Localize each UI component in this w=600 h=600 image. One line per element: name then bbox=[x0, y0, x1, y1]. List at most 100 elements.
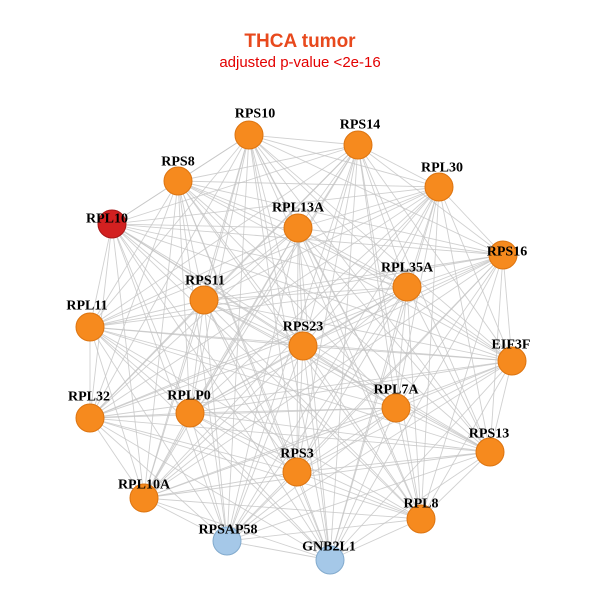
node-label-RPS16: RPS16 bbox=[487, 245, 527, 260]
edge-EIF3F-RPSAP58 bbox=[226, 360, 513, 542]
edge-RPL7A-GNB2L1 bbox=[329, 407, 397, 561]
edge-RPL30-RPS16 bbox=[438, 186, 504, 256]
edge-EIF3F-RPS13 bbox=[489, 360, 513, 453]
edge-RPS10-RPLP0 bbox=[189, 134, 250, 414]
edge-RPS11-RPLP0 bbox=[189, 299, 205, 414]
edge-RPL30-RPL7A bbox=[395, 186, 440, 409]
edge-RPL30-RPL8 bbox=[420, 186, 440, 520]
node-label-RPL10: RPL10 bbox=[86, 212, 128, 227]
edge-RPS10-RPS13 bbox=[248, 134, 491, 453]
edge-RPS16-RPS13 bbox=[489, 254, 504, 453]
node-RPS14 bbox=[343, 130, 373, 160]
node-EIF3F bbox=[497, 346, 527, 376]
node-RPS10 bbox=[234, 120, 264, 150]
edge-RPS14-RPL35A bbox=[357, 144, 408, 288]
node-label-RPS14: RPS14 bbox=[340, 118, 380, 133]
edge-RPS14-RPS16 bbox=[357, 144, 504, 256]
edge-RPS10-RPL35A bbox=[248, 134, 408, 288]
edge-RPL11-RPS13 bbox=[89, 326, 491, 453]
edge-RPL7A-RPS13 bbox=[395, 407, 491, 453]
edge-RPL35A-RPL11 bbox=[89, 286, 408, 328]
edge-RPL30-RPLP0 bbox=[189, 186, 440, 414]
node-RPL30 bbox=[424, 172, 454, 202]
edge-RPL35A-RPL32 bbox=[89, 286, 408, 419]
edge-RPL13A-GNB2L1 bbox=[297, 227, 331, 561]
node-RPL13A bbox=[283, 213, 313, 243]
label-layer: RPS10 RPS14 RPS8 RPL30 RPL13A RPL10 RPS16 RPS11… bbox=[66, 107, 530, 555]
edge-RPSAP58-GNB2L1 bbox=[226, 540, 331, 561]
edge-RPL13A-RPL7A bbox=[297, 227, 397, 409]
edge-RPS8-EIF3F bbox=[177, 180, 513, 362]
edge-RPS16-RPL11 bbox=[89, 254, 504, 328]
edge-RPL13A-RPS11 bbox=[203, 227, 299, 301]
edge-RPS13-RPSAP58 bbox=[226, 451, 491, 542]
edge-RPLP0-RPS13 bbox=[189, 412, 491, 453]
edge-RPL7A-RPL10A bbox=[143, 407, 397, 499]
edge-RPS11-RPL35A bbox=[203, 286, 408, 301]
node-GNB2L1 bbox=[315, 545, 345, 575]
edge-RPL13A-RPS13 bbox=[297, 227, 491, 453]
edge-RPL30-RPS13 bbox=[438, 186, 491, 453]
edge-RPS14-RPL13A bbox=[297, 144, 359, 229]
edge-RPL11-RPL10A bbox=[89, 326, 145, 499]
node-label-RPL8: RPL8 bbox=[404, 497, 439, 512]
edge-RPL32-RPSAP58 bbox=[89, 417, 228, 542]
edge-RPL32-RPS13 bbox=[89, 417, 491, 453]
edge-RPS11-RPS23 bbox=[203, 299, 304, 347]
node-label-RPSAP58: RPSAP58 bbox=[198, 523, 257, 538]
edge-RPL30-RPS23 bbox=[302, 186, 440, 347]
edge-RPS11-RPS13 bbox=[203, 299, 491, 453]
node-RPLP0 bbox=[175, 398, 205, 428]
edge-RPS16-RPLP0 bbox=[189, 254, 504, 414]
node-label-RPL35A: RPL35A bbox=[381, 261, 434, 276]
node-label-RPS23: RPS23 bbox=[283, 320, 323, 335]
node-label-RPLP0: RPLP0 bbox=[167, 389, 211, 404]
edge-RPS10-RPSAP58 bbox=[226, 134, 250, 542]
edge-RPL10-GNB2L1 bbox=[111, 223, 331, 561]
edge-RPL30-RPL32 bbox=[89, 186, 440, 419]
node-RPL35A bbox=[392, 272, 422, 302]
edge-RPS23-RPL7A bbox=[302, 345, 397, 409]
node-label-RPL30: RPL30 bbox=[421, 161, 463, 176]
edge-RPLP0-RPL10A bbox=[143, 412, 191, 499]
edge-RPL11-RPL8 bbox=[89, 326, 422, 520]
node-label-RPS10: RPS10 bbox=[235, 107, 275, 122]
edge-RPL30-GNB2L1 bbox=[329, 186, 440, 561]
edge-RPS3-GNB2L1 bbox=[296, 471, 331, 561]
edge-EIF3F-GNB2L1 bbox=[329, 360, 513, 561]
edge-RPS3-RPL8 bbox=[296, 471, 422, 520]
node-label-RPS11: RPS11 bbox=[185, 274, 225, 289]
node-RPS23 bbox=[288, 331, 318, 361]
node-RPS11 bbox=[189, 285, 219, 315]
edge-RPS10-EIF3F bbox=[248, 134, 513, 362]
edge-RPS8-RPS16 bbox=[177, 180, 504, 256]
node-RPSAP58 bbox=[212, 526, 242, 556]
edge-RPS13-RPL10A bbox=[143, 451, 491, 499]
edge-RPL7A-RPSAP58 bbox=[226, 407, 397, 542]
edge-RPS11-EIF3F bbox=[203, 299, 513, 362]
edge-RPS23-RPSAP58 bbox=[226, 345, 304, 542]
edge-RPL13A-RPS23 bbox=[297, 227, 304, 347]
edge-RPS23-RPS3 bbox=[296, 345, 304, 473]
plot-title: THCA tumor bbox=[244, 31, 356, 52]
edge-RPS14-RPL10 bbox=[111, 144, 359, 225]
edge-RPL35A-RPL7A bbox=[395, 286, 408, 409]
edge-RPL32-RPS3 bbox=[89, 417, 298, 473]
edge-RPL10-RPL10A bbox=[111, 223, 145, 499]
edge-RPLP0-RPSAP58 bbox=[189, 412, 228, 542]
edge-RPL35A-EIF3F bbox=[406, 286, 513, 362]
edge-RPS14-RPS3 bbox=[296, 144, 359, 473]
edge-RPS16-RPSAP58 bbox=[226, 254, 504, 542]
node-RPL32 bbox=[75, 403, 105, 433]
edge-RPS13-RPL8 bbox=[420, 451, 491, 520]
edge-RPL7A-RPS3 bbox=[296, 407, 397, 473]
edge-RPS8-RPS23 bbox=[177, 180, 304, 347]
edge-RPS14-RPL30 bbox=[357, 144, 440, 188]
node-RPS8 bbox=[163, 166, 193, 196]
edge-RPS13-GNB2L1 bbox=[329, 451, 491, 561]
node-label-RPL32: RPL32 bbox=[68, 390, 110, 405]
edge-RPS8-RPL32 bbox=[89, 180, 179, 419]
edge-RPS8-RPL10A bbox=[143, 180, 179, 499]
edge-RPS11-RPL8 bbox=[203, 299, 422, 520]
